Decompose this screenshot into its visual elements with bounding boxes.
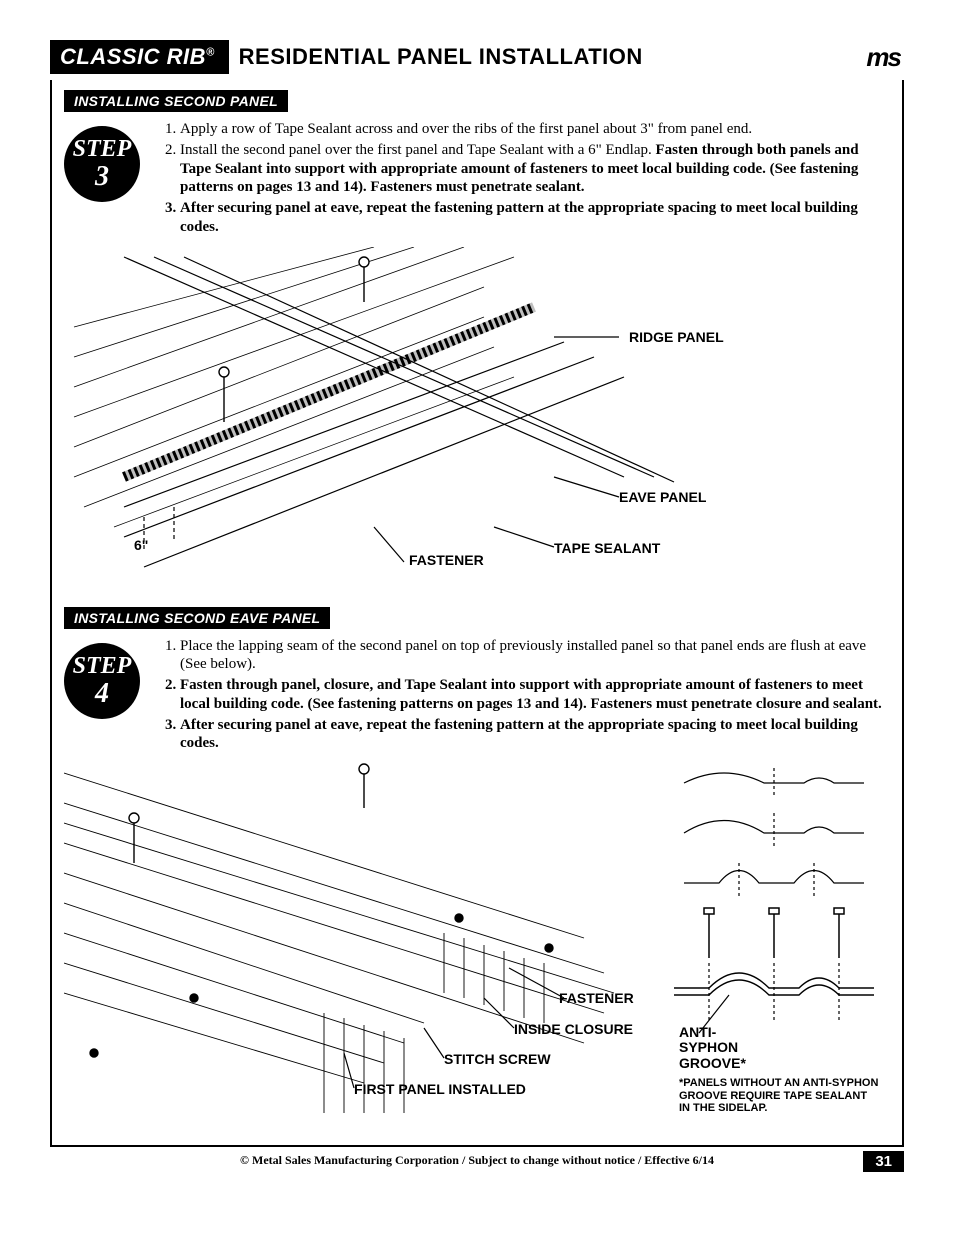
page-content: INSTALLING SECOND PANEL STEP 3 Apply a r… [50,80,904,1147]
list-item: Place the lapping seam of the second pan… [180,637,890,675]
anti-label: ANTI- SYPHON GROOVE* [679,1025,746,1071]
step3-section: INSTALLING SECOND PANEL STEP 3 Apply a r… [52,80,902,587]
stitch-label: STITCH SCREW [444,1051,551,1067]
step-num: 3 [95,163,109,191]
footer: © Metal Sales Manufacturing Corporation … [50,1153,904,1168]
logo-icon: ms [866,42,904,73]
six-label: 6" [134,537,148,553]
page-title: RESIDENTIAL PANEL INSTALLATION [239,44,643,70]
step4-badge: STEP 4 [64,643,140,719]
ridge-label: RIDGE PANEL [629,329,724,345]
list-item: Fasten through panel, closure, and Tape … [180,676,890,714]
diagram-svg [64,763,884,1123]
step3-row: STEP 3 Apply a row of Tape Sealant acros… [64,120,890,239]
step4-list: Place the lapping seam of the second pan… [150,637,890,756]
reg-mark: ® [206,47,215,59]
anti-note: *PANELS WITHOUT AN ANTI-SYPHON GROOVE RE… [679,1077,879,1115]
step4-diagram: FASTENER INSIDE CLOSURE STITCH SCREW FIR… [64,763,890,1123]
first-label: FIRST PANEL INSTALLED [354,1081,526,1097]
page-number: 31 [863,1151,904,1172]
diagram-svg [64,247,884,587]
footer-text: © Metal Sales Manufacturing Corporation … [240,1153,714,1168]
step-word: STEP [73,654,132,678]
fastener-label: FASTENER [409,552,484,568]
step4-section: INSTALLING SECOND EAVE PANEL STEP 4 Plac… [52,597,902,1146]
step3-diagram: RIDGE PANEL EAVE PANEL TAPE SEALANT FAST… [64,247,890,587]
closure-label: INSIDE CLOSURE [514,1021,633,1037]
header: CLASSIC RIB® RESIDENTIAL PANEL INSTALLAT… [50,40,904,74]
step3-list: Apply a row of Tape Sealant across and o… [150,120,890,239]
list-item: Apply a row of Tape Sealant across and o… [180,120,890,139]
tape-label: TAPE SEALANT [554,540,660,556]
step4-header: INSTALLING SECOND EAVE PANEL [64,607,330,629]
step3-header: INSTALLING SECOND PANEL [64,90,288,112]
step4-row: STEP 4 Place the lapping seam of the sec… [64,637,890,756]
eave-label: EAVE PANEL [619,489,706,505]
brand-badge: CLASSIC RIB® [50,40,229,74]
fastener-label: FASTENER [559,990,634,1006]
step-num: 4 [95,680,109,708]
brand-text: CLASSIC RIB [60,44,206,69]
list-item: Install the second panel over the first … [180,141,890,197]
step-word: STEP [73,137,132,161]
list-item: After securing panel at eave, repeat the… [180,716,890,754]
list-item: After securing panel at eave, repeat the… [180,199,890,237]
step3-badge: STEP 3 [64,126,140,202]
